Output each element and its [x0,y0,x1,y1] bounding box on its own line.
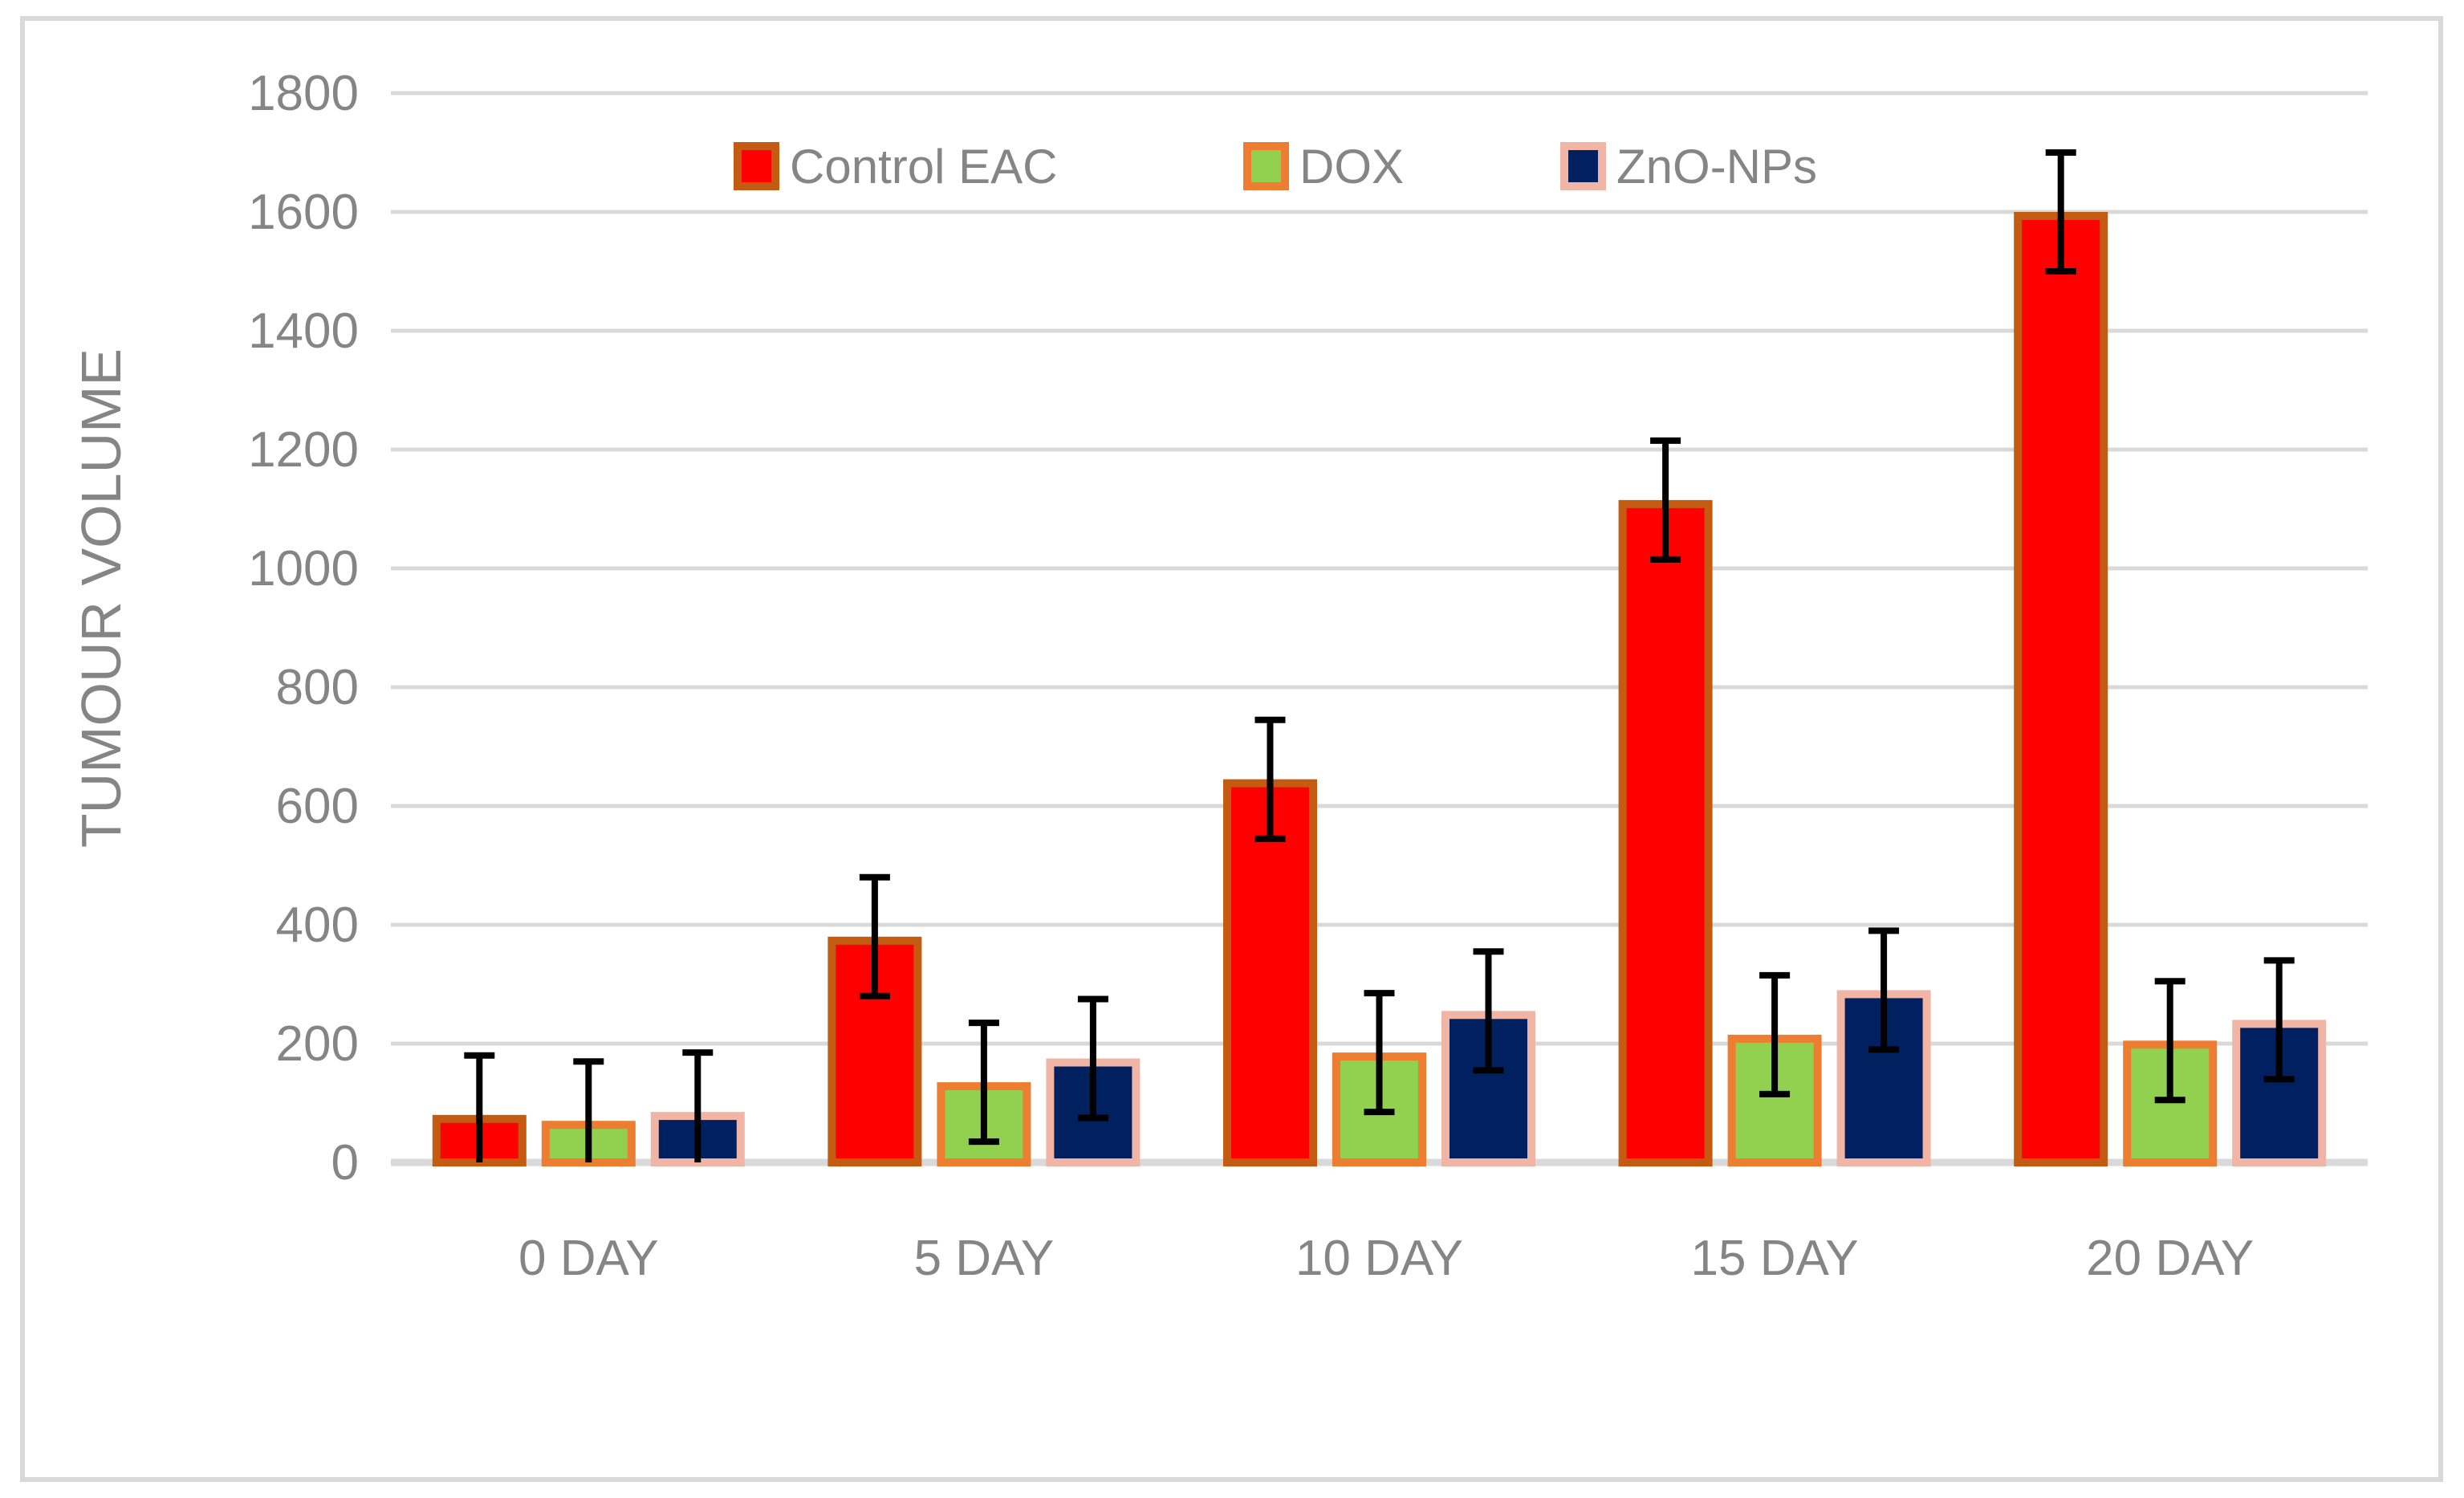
y-tick-label: 1000 [248,541,359,596]
x-category-label: 10 DAY [1295,1231,1463,1286]
y-tick-label: 800 [276,660,359,715]
y-tick-label: 1800 [248,66,359,121]
legend-swatch [734,142,779,190]
y-tick-label: 200 [276,1016,359,1072]
x-category-label: 5 DAY [914,1231,1055,1286]
x-category-label: 15 DAY [1691,1231,1859,1286]
y-tick-label: 0 [331,1135,359,1191]
y-tick-label: 1600 [248,185,359,240]
legend-swatch [1560,142,1606,190]
x-category-label: 0 DAY [518,1231,659,1286]
legend-item: ZnO-NPs [1560,140,1817,193]
bar-control-eac-10day [1223,779,1317,1166]
y-tick-label: 600 [276,779,359,834]
legend-item: DOX [1243,140,1404,193]
x-category-label: 20 DAY [2086,1231,2254,1286]
x-axis-category-labels: 0 DAY 5 DAY 10 DAY 15 DAY 20 DAY [518,1231,2254,1286]
chart-border-frame [20,16,2443,1482]
legend-label: Control EAC [790,140,1057,193]
bar-control-eac-20day [2014,212,2108,1166]
legend-swatch [1243,142,1289,190]
y-tick-label: 1200 [248,422,359,478]
bar-control-eac-15day [1618,499,1713,1166]
y-axis-title: TUMOUR VOLUME [70,348,132,848]
legend: Control EAC DOX ZnO-NPs [734,140,1817,193]
legend-item: Control EAC [734,140,1057,193]
legend-label: DOX [1299,140,1404,193]
legend-label: ZnO-NPs [1616,140,1817,193]
y-tick-label: 1400 [248,303,359,359]
error-bars [464,149,2295,1162]
y-axis-tick-labels: 0 200 400 600 800 1000 1200 1400 1600 1800 [248,66,359,1191]
y-tick-label: 400 [276,898,359,953]
